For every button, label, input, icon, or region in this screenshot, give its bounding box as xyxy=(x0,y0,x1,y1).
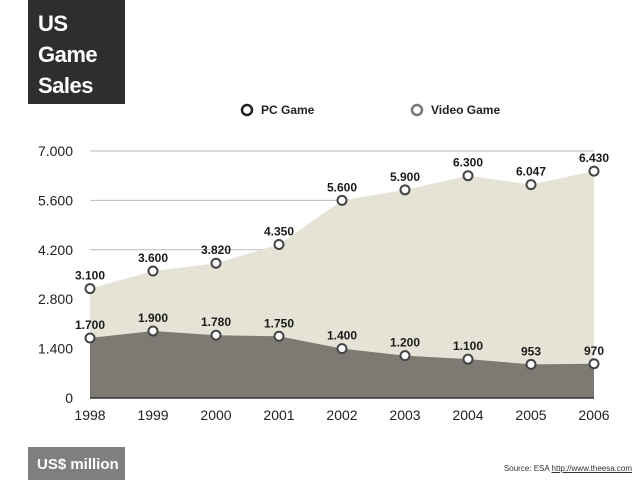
data-point-pc-game xyxy=(273,330,285,342)
data-label-pc-game: 1.780 xyxy=(201,315,231,329)
data-point-pc-game xyxy=(399,350,411,362)
source-link[interactable]: http://www.theesa.com xyxy=(551,464,632,473)
legend-marker-video xyxy=(410,103,424,117)
y-tick-label: 0 xyxy=(65,390,73,406)
data-point-video-game xyxy=(147,265,159,277)
data-label-video-game: 6.300 xyxy=(453,156,483,170)
data-point-pc-game xyxy=(210,329,222,341)
y-tick-label: 2.800 xyxy=(38,291,73,307)
data-point-pc-game xyxy=(84,332,96,344)
title-line-2: Game xyxy=(38,42,98,67)
x-tick-label: 1998 xyxy=(74,407,105,423)
data-point-video-game xyxy=(336,194,348,206)
legend: PC Game Video Game xyxy=(240,103,500,117)
data-label-video-game: 6.047 xyxy=(516,165,546,179)
title-line-3: Sales xyxy=(38,73,94,98)
source-prefix: Source: ESA xyxy=(503,464,552,473)
x-tick-label: 2000 xyxy=(200,407,231,423)
plot-area: 0 1.400 2.800 4.200 5.600 7.000 1998 1999 2000 20… xyxy=(38,143,610,423)
data-label-video-game: 5.600 xyxy=(327,180,357,194)
data-label-pc-game: 970 xyxy=(584,344,604,358)
data-point-video-game xyxy=(462,170,474,182)
data-label-video-game: 4.350 xyxy=(264,225,294,239)
data-point-pc-game xyxy=(462,353,474,365)
chart-title: US Game Sales xyxy=(28,0,125,104)
title-line-1: US xyxy=(38,11,68,36)
x-tick-label: 2003 xyxy=(389,407,420,423)
data-label-video-game: 5.900 xyxy=(390,170,420,184)
data-point-video-game xyxy=(525,179,537,191)
data-label-pc-game: 1.700 xyxy=(75,318,105,332)
data-point-pc-game xyxy=(525,358,537,370)
data-label-video-game: 3.820 xyxy=(201,243,231,257)
data-point-video-game xyxy=(210,257,222,269)
series-area-pc-game xyxy=(90,330,594,398)
x-tick-label: 2002 xyxy=(326,407,357,423)
data-label-pc-game: 953 xyxy=(521,344,541,358)
data-label-pc-game: 1.100 xyxy=(453,339,483,353)
x-tick-label: 2006 xyxy=(578,407,609,423)
y-tick-label: 5.600 xyxy=(38,192,73,208)
data-label-video-game: 3.600 xyxy=(138,251,168,265)
x-tick-label: 2005 xyxy=(515,407,546,423)
data-label-pc-game: 1.200 xyxy=(390,336,420,350)
data-point-pc-game xyxy=(588,358,600,370)
legend-label-pc: PC Game xyxy=(261,103,315,117)
data-label-pc-game: 1.400 xyxy=(327,329,357,343)
data-point-video-game xyxy=(84,283,96,295)
data-label-pc-game: 1.750 xyxy=(264,316,294,330)
legend-marker-pc xyxy=(240,103,254,117)
data-label-video-game: 3.100 xyxy=(75,269,105,283)
data-label-pc-game: 1.900 xyxy=(138,311,168,325)
x-tick-label: 2001 xyxy=(263,407,294,423)
x-tick-label: 1999 xyxy=(137,407,168,423)
data-label-video-game: 6.430 xyxy=(579,151,609,165)
unit-label: US$ million xyxy=(28,447,125,480)
data-point-video-game xyxy=(399,184,411,196)
data-point-pc-game xyxy=(147,325,159,337)
y-tick-label: 7.000 xyxy=(38,143,73,159)
x-tick-label: 2004 xyxy=(452,407,483,423)
source-note: Source: ESA http://www.theesa.com xyxy=(504,464,632,473)
data-point-video-game xyxy=(273,239,285,251)
y-tick-label: 4.200 xyxy=(38,242,73,258)
legend-label-video: Video Game xyxy=(431,103,500,117)
data-point-pc-game xyxy=(336,343,348,355)
y-tick-label: 1.400 xyxy=(38,341,73,357)
data-point-video-game xyxy=(588,165,600,177)
